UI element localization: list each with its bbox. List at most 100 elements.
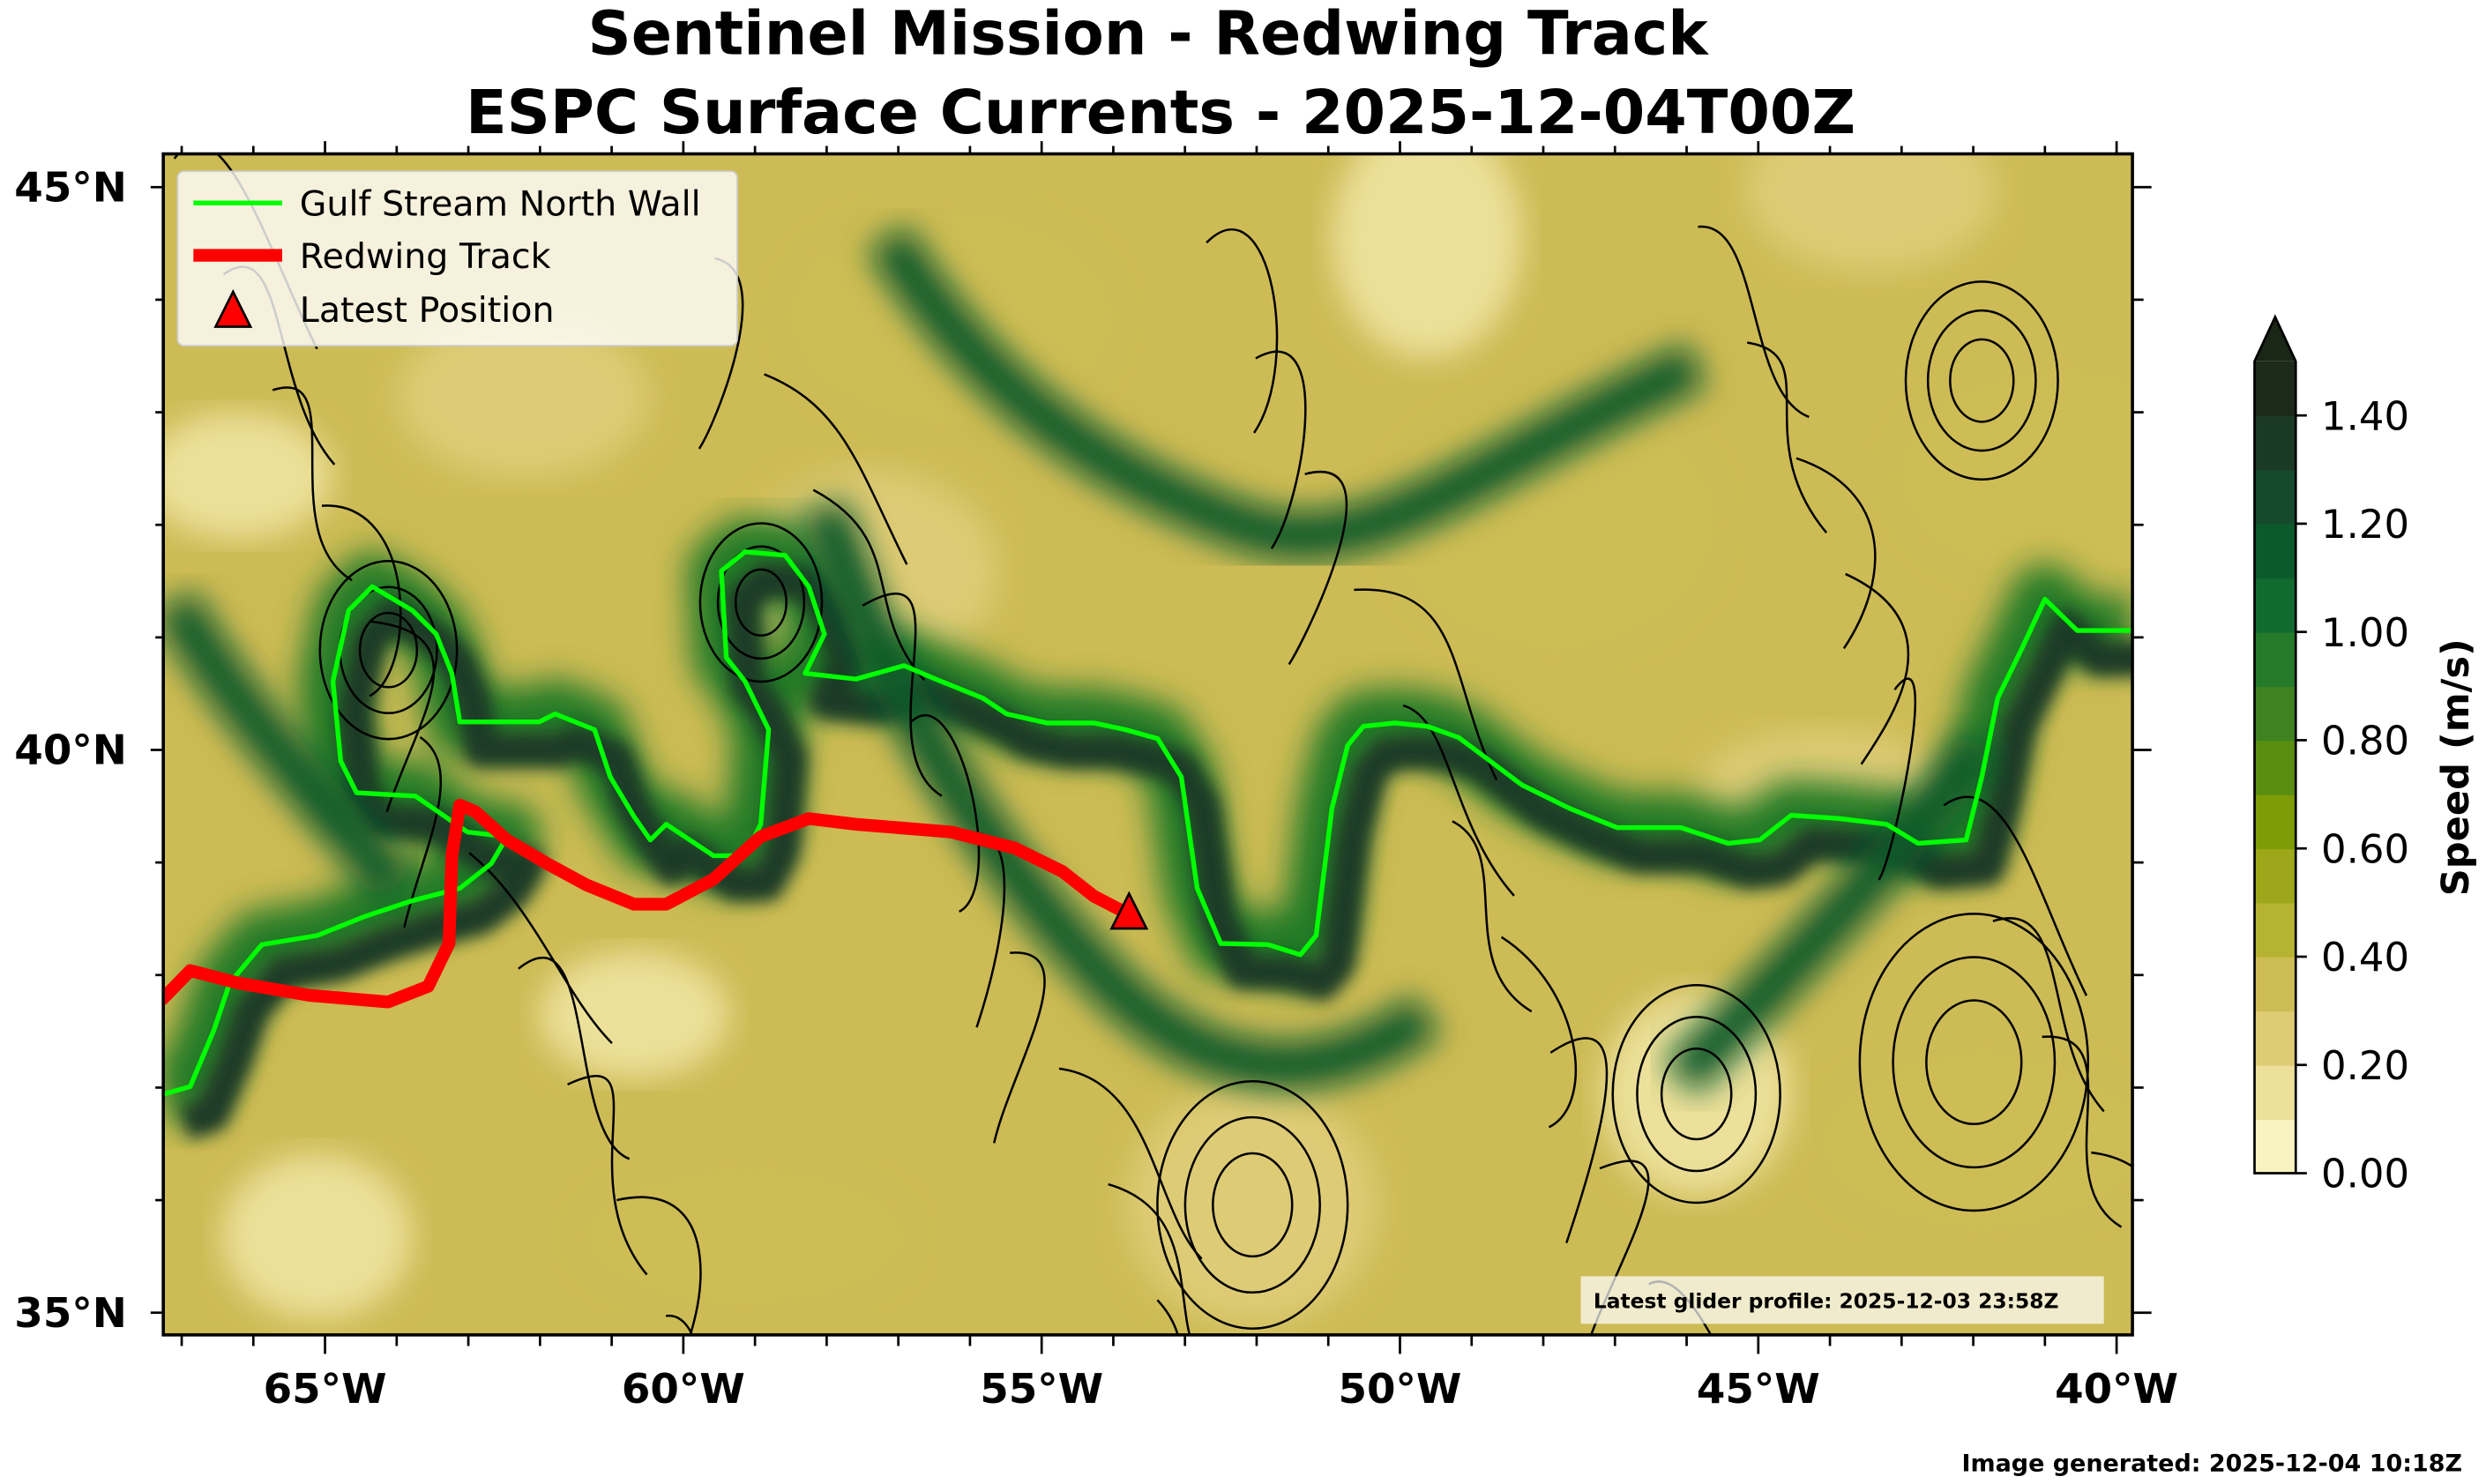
speed-patch-slow [586, 1173, 904, 1301]
x-tick-label: 65°W [264, 1366, 387, 1413]
streamline [1156, 1299, 1179, 1335]
colorbar-bin [2254, 578, 2296, 633]
streamlines [173, 153, 2133, 1335]
legend: Gulf Stream North Wall Redwing Track Lat… [176, 170, 738, 347]
streamline [518, 957, 631, 1160]
speed-patch-slow [1902, 374, 2133, 578]
eddy-streamline [1156, 1079, 1349, 1330]
streamline [1255, 350, 1307, 549]
eddy-band-east [1663, 730, 2001, 1095]
streamline [1058, 1067, 1203, 1260]
latest-position-marker [1109, 891, 1149, 930]
eddy-streamline [1183, 1115, 1321, 1294]
colorbar-tick-label: 0.20 [2321, 1042, 2409, 1089]
y-tick-label: 35°N [14, 1290, 127, 1338]
colorbar-tick-label: 1.00 [2321, 609, 2409, 656]
speed-patch-slow [1125, 1084, 1380, 1326]
colorbar-tick-label: 0.00 [2321, 1151, 2409, 1197]
colorbar-bin [2254, 361, 2296, 417]
eddy-streamline [318, 560, 459, 741]
gulf-stream-north-wall-line [163, 549, 2132, 1097]
streamline [1500, 936, 1578, 1129]
speed-patch-slow [396, 314, 651, 480]
streamline [321, 504, 402, 697]
speed-patch-slow [539, 951, 730, 1078]
streamline [910, 713, 981, 913]
eddy-streamline [1212, 1152, 1294, 1258]
colorbar-bin [2254, 1119, 2296, 1175]
colorbar-label: Speed (m/s) [2434, 638, 2478, 896]
eddy-streamline [1926, 309, 2037, 452]
streamline [1354, 588, 1498, 781]
streamline [468, 852, 613, 1044]
colorbar-tick-label: 0.80 [2321, 718, 2409, 764]
speed-patch-slow [221, 1153, 413, 1319]
streamline [2091, 1151, 2133, 1168]
glider-profile-text: Latest glider profile: 2025-12-03 23:58Z [1594, 1288, 2059, 1313]
streamline [1589, 1160, 1650, 1335]
colorbar-bin [2254, 1010, 2296, 1066]
x-tick-label: 50°W [1339, 1366, 1462, 1413]
redwing-track-line [163, 798, 1136, 1009]
eddy-streamline [1611, 983, 1781, 1204]
colorbar-bin [2254, 469, 2296, 525]
speed-patch-slow [1743, 153, 1998, 273]
streamline [1288, 470, 1348, 666]
streamline [567, 1074, 648, 1276]
eddy-streamline [358, 611, 419, 689]
legend-latest-position-marker [213, 288, 253, 328]
eddy-streamline [1904, 280, 2059, 481]
colorbar-bin [2254, 740, 2296, 795]
eddy-streamline [698, 522, 824, 683]
colorbar-bin [2254, 794, 2296, 850]
streamline [1402, 704, 1515, 897]
chart-title: Sentinel Mission - Redwing Track [588, 0, 1710, 69]
eddy-streamline [1660, 1047, 1733, 1141]
streamline [1845, 572, 1910, 765]
tracks [163, 549, 2132, 1097]
streamline [272, 386, 353, 582]
eddy-streamline [1925, 999, 2023, 1126]
x-tick-label: 60°W [622, 1366, 745, 1413]
streamline [1452, 820, 1533, 1013]
streamline [665, 1315, 694, 1335]
streamline [1878, 677, 1916, 881]
colorbar-bin [2254, 956, 2296, 1012]
streamline [370, 620, 436, 813]
eddy-streamline [1892, 956, 2057, 1169]
speed-patch-slow [1823, 1059, 2133, 1225]
colorbar-tick-label: 1.20 [2321, 501, 2409, 548]
colorbar-bin [2254, 415, 2296, 471]
eddy-streamline [734, 568, 788, 637]
speed-patch-slow [1332, 153, 1522, 359]
streamline [1206, 228, 1279, 434]
streamline [993, 951, 1046, 1144]
colorbar-bin [2254, 1064, 2296, 1121]
x-tick-label: 45°W [1697, 1366, 1820, 1413]
generated-timestamp: Image generated: 2025-12-04 10:18Z [1962, 1450, 2463, 1478]
map-frame [161, 152, 2134, 1337]
colorbar-extend-arrow [2254, 317, 2296, 362]
legend-redwing-label: Redwing Track [300, 236, 551, 277]
glider-profile-annotation: Latest glider profile: 2025-12-03 23:58Z [1580, 1276, 2104, 1324]
streamline [1795, 457, 1877, 650]
streamline [1108, 1182, 1191, 1335]
streamline [1747, 341, 1828, 533]
eddy-streamline [1636, 1015, 1758, 1173]
axis-ticks: 65°W 60°W 55°W 50°W 45°W 40°W 35°N 40°N 45°N [14, 141, 2178, 1413]
streamline [616, 1196, 702, 1335]
streamline [1549, 1037, 1609, 1244]
colorbar-bin [2254, 902, 2296, 958]
streamline [862, 593, 943, 797]
colorbar-tick-label: 1.40 [2321, 392, 2409, 439]
x-tick-label: 55°W [980, 1366, 1103, 1413]
jet-band-core [179, 562, 2133, 1139]
streamline [764, 373, 908, 565]
colorbar-tick-label: 0.60 [2321, 825, 2409, 872]
legend-gulf-stream-label: Gulf Stream North Wall [300, 184, 701, 225]
speed-patch-slow [163, 412, 333, 540]
streamline [812, 488, 926, 682]
colorbar-outline [2253, 314, 2297, 1175]
colorbar: 0.00 0.20 0.40 0.60 0.80 1.00 1.20 1.40 [2253, 314, 2409, 1197]
